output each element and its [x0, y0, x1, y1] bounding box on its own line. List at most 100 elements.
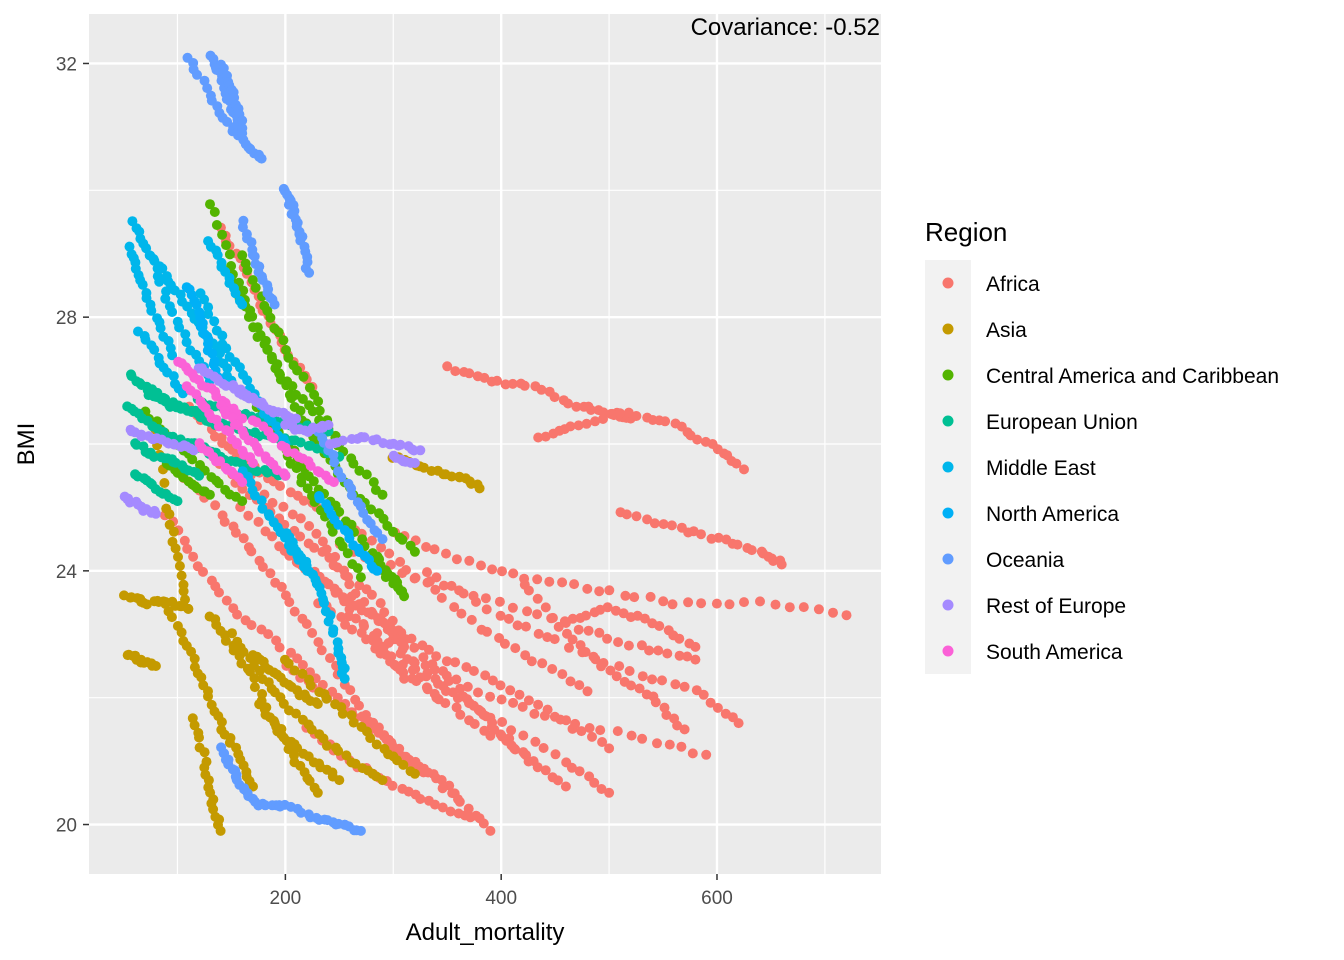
data-point [739, 597, 749, 608]
data-point [465, 812, 476, 823]
data-point [540, 765, 551, 776]
data-point [160, 293, 171, 304]
data-point [196, 672, 207, 683]
data-point [265, 568, 276, 579]
legend-key [942, 507, 954, 519]
data-point [189, 653, 200, 664]
data-point [482, 626, 492, 637]
data-point [317, 546, 328, 557]
data-point [523, 585, 534, 596]
data-point [329, 457, 340, 468]
data-point [540, 431, 551, 442]
data-point [595, 725, 606, 736]
data-point [337, 435, 348, 446]
data-point [293, 554, 304, 565]
data-point [350, 613, 361, 624]
data-point [634, 683, 645, 694]
data-point [532, 593, 543, 604]
data-point [246, 237, 257, 248]
data-point [222, 363, 233, 374]
data-point [205, 199, 215, 210]
data-point [291, 413, 302, 424]
legend-label: Africa [986, 273, 1040, 296]
data-point [604, 585, 615, 596]
data-point [377, 775, 388, 786]
data-point [451, 702, 462, 713]
data-point [344, 604, 355, 615]
series-rest-of-europe [119, 363, 426, 519]
data-point [348, 458, 359, 469]
legend-label: Oceania [986, 549, 1065, 572]
legend-title: Region [925, 217, 1007, 247]
data-point [172, 496, 183, 507]
data-point [505, 685, 516, 696]
data-point [334, 506, 345, 517]
data-point [611, 671, 622, 682]
data-point [207, 348, 218, 359]
data-point [510, 744, 521, 755]
data-point [631, 511, 642, 522]
data-point [497, 717, 508, 727]
data-point [263, 629, 274, 640]
data-point [173, 551, 183, 562]
data-point [473, 687, 483, 698]
data-point [227, 628, 237, 639]
data-point [639, 613, 650, 624]
data-point [209, 316, 220, 327]
data-point [532, 574, 543, 585]
data-point [395, 556, 406, 567]
data-point [174, 322, 185, 333]
data-point [221, 343, 232, 354]
data-point [366, 589, 377, 600]
data-point [220, 635, 231, 646]
data-point [485, 691, 496, 702]
data-point [590, 416, 601, 427]
data-point [438, 580, 449, 591]
data-point [613, 637, 624, 648]
data-point [478, 709, 489, 720]
data-point [422, 567, 432, 578]
data-point [355, 825, 366, 836]
data-point [692, 434, 703, 445]
data-point [194, 732, 204, 743]
data-point [212, 250, 223, 260]
data-point [555, 714, 566, 725]
data-point [667, 599, 678, 610]
data-point [302, 565, 312, 576]
data-point [305, 680, 316, 691]
data-point [195, 321, 206, 332]
data-point [679, 724, 690, 735]
data-point [192, 69, 202, 80]
data-point [421, 682, 432, 693]
data-point [610, 605, 621, 616]
data-point [538, 743, 549, 753]
data-point [589, 777, 600, 788]
data-point [399, 591, 410, 602]
legend-key [942, 599, 954, 611]
data-point [540, 602, 551, 613]
data-point [166, 612, 177, 623]
data-point [474, 483, 485, 494]
data-point [328, 627, 338, 638]
data-point [346, 490, 357, 501]
y-tick-label: 20 [56, 816, 77, 837]
data-point [560, 781, 571, 792]
data-point [653, 645, 664, 656]
data-point [199, 294, 210, 305]
data-point [159, 478, 170, 488]
data-point [464, 555, 475, 566]
data-point [242, 265, 253, 276]
data-point [474, 813, 485, 824]
data-point [262, 467, 273, 478]
data-point [623, 640, 634, 651]
annotation-covariance: Covariance: -0.52 [691, 14, 880, 41]
data-point [637, 671, 648, 682]
data-point [368, 477, 379, 488]
data-point [658, 519, 669, 530]
data-point [690, 654, 701, 665]
data-point [549, 392, 560, 403]
data-point [323, 420, 334, 430]
data-point [528, 756, 539, 767]
data-point [307, 628, 318, 638]
data-point [713, 532, 724, 543]
